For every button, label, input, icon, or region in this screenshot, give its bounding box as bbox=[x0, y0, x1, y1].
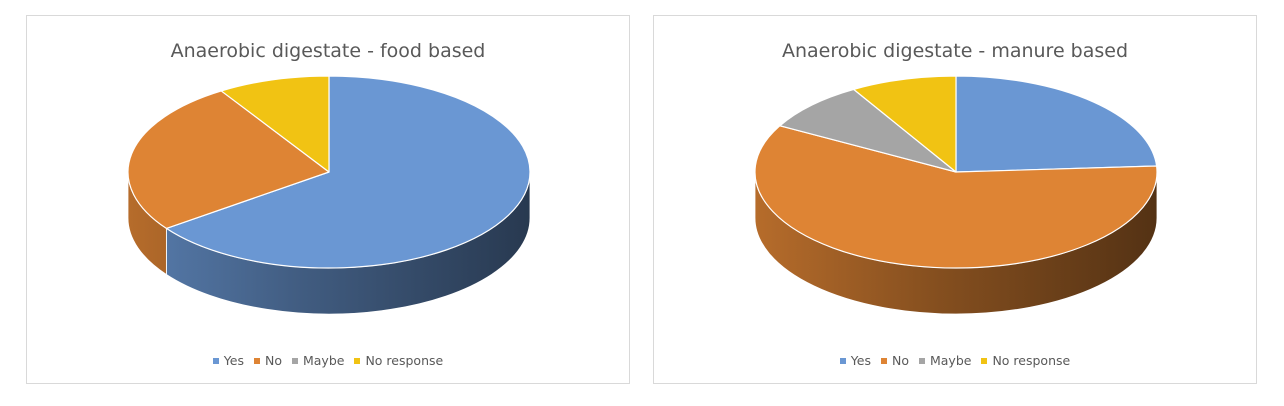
pie-slice-no bbox=[754, 125, 1158, 269]
legend-label: No response bbox=[992, 353, 1071, 368]
legend-item-maybe: Maybe bbox=[918, 353, 972, 368]
legend-item-no: No bbox=[253, 353, 282, 368]
legend-item-maybe: Maybe bbox=[291, 353, 345, 368]
legend-label: No bbox=[891, 353, 909, 368]
chart-title: Anaerobic digestate - food based bbox=[170, 40, 486, 62]
pie-slice-yes bbox=[955, 75, 1158, 173]
pie-slice-no bbox=[127, 90, 330, 230]
legend-swatch bbox=[354, 357, 361, 364]
chart-panel-food: Anaerobic digestate - food based Yes No Ma… bbox=[26, 15, 630, 384]
legend-swatch bbox=[880, 357, 887, 364]
pie-slice-no-response bbox=[853, 75, 957, 173]
legend-label: No bbox=[264, 353, 282, 368]
pie-slice-yes bbox=[165, 75, 531, 269]
legend-label: No response bbox=[365, 353, 444, 368]
chart-legend: Yes No Maybe No response bbox=[654, 353, 1256, 368]
pie-slice-no-response bbox=[220, 75, 330, 173]
pie-chart-food bbox=[127, 75, 531, 315]
legend-item-yes: Yes bbox=[212, 353, 244, 368]
pie-slice-maybe bbox=[779, 88, 957, 173]
legend-item-no-response: No response bbox=[354, 353, 443, 368]
legend-label: Maybe bbox=[929, 353, 972, 368]
legend-swatch bbox=[981, 357, 988, 364]
chart-title: Anaerobic digestate - manure based bbox=[781, 40, 1129, 62]
legend-label: Maybe bbox=[302, 353, 345, 368]
legend-label: Yes bbox=[850, 353, 871, 368]
legend-item-yes: Yes bbox=[839, 353, 871, 368]
chart-legend: Yes No Maybe No response bbox=[27, 353, 629, 368]
legend-swatch bbox=[212, 357, 219, 364]
legend-swatch bbox=[291, 357, 298, 364]
pie-chart-manure bbox=[754, 75, 1158, 315]
legend-swatch bbox=[253, 357, 260, 364]
chart-panel-manure: Anaerobic digestate - manure based Yes No… bbox=[653, 15, 1257, 384]
legend-label: Yes bbox=[223, 353, 244, 368]
legend-swatch bbox=[918, 357, 925, 364]
legend-swatch bbox=[839, 357, 846, 364]
legend-item-no: No bbox=[880, 353, 909, 368]
legend-item-no-response: No response bbox=[981, 353, 1070, 368]
